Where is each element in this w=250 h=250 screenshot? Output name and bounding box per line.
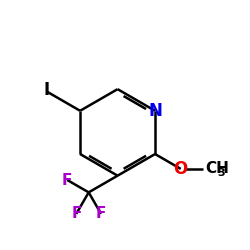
Text: F: F — [71, 206, 82, 221]
Text: N: N — [148, 102, 162, 120]
Text: CH: CH — [206, 162, 229, 176]
Text: I: I — [44, 82, 50, 100]
Text: O: O — [174, 160, 188, 178]
Text: 3: 3 — [217, 168, 225, 178]
Text: F: F — [96, 206, 106, 221]
Text: F: F — [62, 172, 72, 188]
